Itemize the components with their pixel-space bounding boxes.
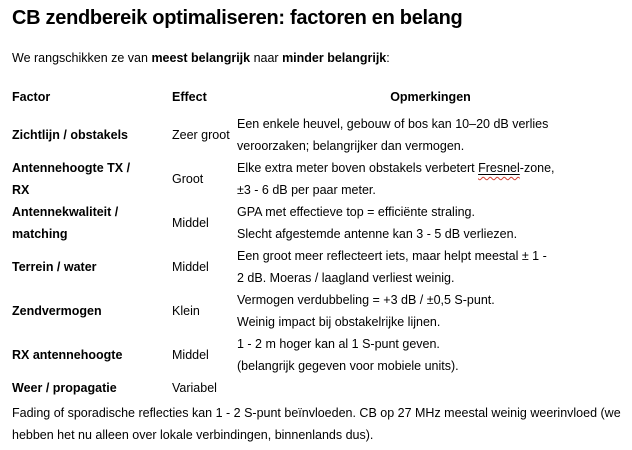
column-header-remarks: Opmerkingen [390, 90, 471, 104]
remarks-cell [237, 377, 624, 399]
misspelled-word: Fresnel [478, 161, 520, 175]
remarks-cell: Vermogen verdubbeling = +3 dB / ±0,5 S-p… [237, 293, 495, 329]
remarks-cell: GPA met effectieve top = efficiënte stra… [237, 205, 518, 241]
column-header-effect: Effect [172, 90, 207, 104]
effect-cell: Middel [172, 260, 209, 274]
table-row: Terrein / water Middel Een groot meer refl… [12, 245, 624, 289]
table-row: RX antennehoogte Middel 1 - 2 m hoger kan … [12, 333, 624, 377]
table-row: Zendvermogen Klein Vermogen verdubbeling =… [12, 289, 624, 333]
footer-paragraph: Fading of sporadische reflecties kan 1 -… [12, 406, 621, 442]
factor-cell: Terrein / water [12, 260, 97, 274]
effect-cell: Variabel [172, 381, 217, 395]
factors-table-body: Zichtlijn / obstakels Zeer groot Een enkel… [12, 113, 624, 399]
table-row: Antennehoogte TX / RX Groot Elke extra met… [12, 157, 624, 201]
remarks-cell: Een groot meer reflecteert iets, maar he… [237, 249, 547, 285]
factor-cell: Antennehoogte TX / RX [12, 161, 131, 197]
spellcheck-squiggle: Fresnel [478, 161, 520, 175]
intro-emphasis: minder belangrijk [282, 51, 387, 65]
remarks-cell: Een enkele heuvel, gebouw of bos kan 10–… [237, 117, 549, 153]
effect-cell: Klein [172, 304, 200, 318]
factor-cell: Antennekwaliteit / matching [12, 205, 119, 241]
remarks-cell: 1 - 2 m hoger kan al 1 S-punt geven. (be… [237, 337, 459, 373]
page-title: CB zendbereik optimaliseren: factoren en… [12, 7, 463, 29]
factor-cell: Weer / propagatie [12, 381, 117, 395]
effect-cell: Middel [172, 348, 209, 362]
table-row: Zichtlijn / obstakels Zeer groot Een enkel… [12, 113, 624, 157]
effect-cell: Middel [172, 216, 209, 230]
factor-cell: Zichtlijn / obstakels [12, 128, 128, 142]
table-header-row: Factor Effect Opmerkingen [12, 89, 624, 113]
intro-segment: We rangschikken ze van [12, 51, 152, 65]
intro-segment: : [386, 51, 390, 65]
factors-table: Factor Effect Opmerkingen Zichtlijn / ob… [12, 89, 624, 399]
intro-emphasis: meest belangrijk [151, 51, 251, 65]
table-row: Antennekwaliteit / matching Middel GPA met… [12, 201, 624, 245]
intro-text: We rangschikken ze van meest belangrijk … [12, 49, 624, 67]
effect-cell: Groot [172, 172, 204, 186]
intro-segment: naar [250, 51, 283, 65]
table-row: Weer / propagatie Variabel [12, 377, 624, 399]
factor-cell: RX antennehoogte [12, 348, 123, 362]
factor-cell: Zendvermogen [12, 304, 102, 318]
column-header-factor: Factor [12, 90, 51, 104]
effect-cell: Zeer groot [172, 128, 230, 142]
remarks-cell: Elke extra meter boven obstakels verbete… [237, 161, 555, 197]
